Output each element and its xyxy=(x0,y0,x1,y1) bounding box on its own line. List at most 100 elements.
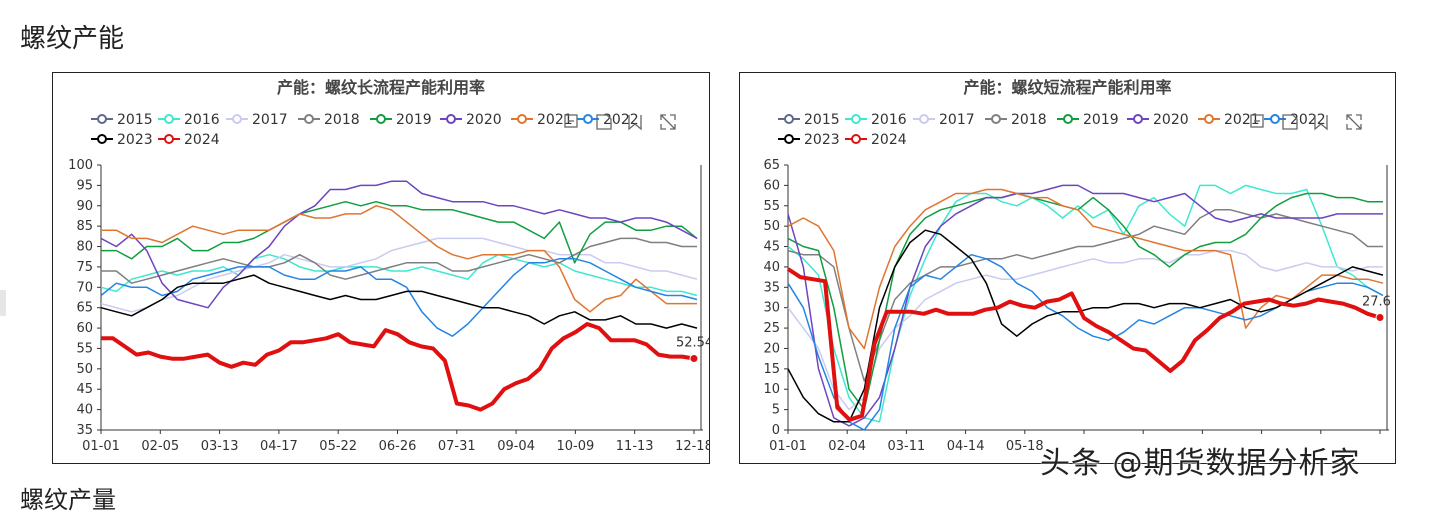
restore-icon[interactable] xyxy=(564,114,578,128)
y-tick-label: 85 xyxy=(76,219,93,234)
y-tick-label: 40 xyxy=(76,403,93,418)
end-value-label: 52.54 xyxy=(676,335,709,350)
series-line-2020[interactable] xyxy=(787,184,1383,427)
series-line-2017[interactable] xyxy=(787,249,1383,411)
svg-text:2023: 2023 xyxy=(117,132,153,148)
x-tick-label: 05-18 xyxy=(1006,439,1044,454)
series-line-2019[interactable] xyxy=(787,192,1383,411)
fullscreen-icon[interactable] xyxy=(1346,114,1362,130)
legend-item-2018[interactable]: 2018 xyxy=(985,112,1047,128)
svg-text:2020: 2020 xyxy=(1153,112,1189,128)
x-tick-label: 06-26 xyxy=(379,439,417,454)
series-line-2022[interactable] xyxy=(100,258,698,337)
x-tick-label: 01-01 xyxy=(769,439,807,454)
y-tick-label: 45 xyxy=(763,240,780,255)
y-tick-label: 65 xyxy=(76,301,93,316)
svg-text:2022: 2022 xyxy=(1290,112,1326,128)
scroll-hint[interactable] xyxy=(0,290,6,316)
y-tick-label: 15 xyxy=(763,362,780,377)
y-tick-label: 55 xyxy=(76,341,93,356)
series-line-2018[interactable] xyxy=(101,237,697,284)
next-section-title: 螺纹产量 xyxy=(20,486,116,514)
save-image-icon[interactable] xyxy=(1282,114,1298,130)
y-tick-label: 45 xyxy=(76,382,93,397)
legend-item-2019[interactable]: 2019 xyxy=(1057,112,1119,128)
legend-item-2022[interactable]: 2022 xyxy=(1264,112,1326,128)
svg-text:2017: 2017 xyxy=(939,112,975,128)
svg-text:2022: 2022 xyxy=(603,112,639,128)
y-tick-label: 50 xyxy=(763,219,780,234)
series-line-2021[interactable] xyxy=(101,205,697,313)
svg-text:2018: 2018 xyxy=(1011,112,1047,128)
svg-text:2024: 2024 xyxy=(184,132,220,148)
svg-text:2018: 2018 xyxy=(324,112,360,128)
long-process-chart-panel: 产能：螺纹长流程产能利用率 2015 2016 2017 2018 2019 2020 202… xyxy=(52,72,710,464)
legend-item-2021[interactable]: 2021 xyxy=(511,112,573,128)
chart-title: 产能：螺纹长流程产能利用率 xyxy=(277,78,485,97)
series-line-2019[interactable] xyxy=(101,200,698,264)
series-line-2016[interactable] xyxy=(100,253,698,297)
legend-item-2015[interactable]: 2015 xyxy=(778,112,840,128)
x-tick-label: 11-13 xyxy=(616,439,654,454)
x-tick-label: 03-13 xyxy=(201,439,239,454)
end-value-label: 27.6 xyxy=(1362,294,1391,309)
long-process-chart: 产能：螺纹长流程产能利用率 2015 2016 2017 2018 2019 2020 202… xyxy=(68,78,709,454)
y-tick-label: 70 xyxy=(76,280,93,295)
watermark: 头条 @期货数据分析家 xyxy=(1040,446,1361,481)
series-line-2022[interactable] xyxy=(787,253,1384,431)
y-tick-label: 30 xyxy=(763,301,780,316)
legend-item-2023[interactable]: 2023 xyxy=(778,132,840,148)
y-tick-label: 40 xyxy=(763,260,780,275)
series-end-marker xyxy=(1375,312,1385,322)
y-tick-label: 75 xyxy=(76,260,93,275)
x-tick-label: 12-18 xyxy=(675,439,709,454)
svg-text:2023: 2023 xyxy=(804,132,840,148)
legend-item-2016[interactable]: 2016 xyxy=(158,112,220,128)
y-tick-label: 65 xyxy=(763,158,780,173)
legend-item-2022[interactable]: 2022 xyxy=(577,112,639,128)
y-tick-label: 80 xyxy=(76,240,93,255)
legend-item-2024[interactable]: 2024 xyxy=(158,132,220,148)
y-tick-label: 5 xyxy=(772,403,780,418)
svg-text:2016: 2016 xyxy=(871,112,907,128)
short-process-chart-panel: 产能：螺纹短流程产能利用率 2015 2016 2017 2018 2019 2020 202… xyxy=(739,72,1396,464)
series-line-2024[interactable] xyxy=(101,322,695,412)
series-end-marker xyxy=(689,353,699,363)
x-tick-label: 07-31 xyxy=(438,439,476,454)
series-line-2021[interactable] xyxy=(787,188,1384,350)
x-tick-label: 01-01 xyxy=(82,439,120,454)
svg-text:2016: 2016 xyxy=(184,112,220,128)
series-line-2024[interactable] xyxy=(786,267,1381,422)
legend-item-2016[interactable]: 2016 xyxy=(845,112,907,128)
data-zoom-icon[interactable] xyxy=(1314,115,1328,131)
save-image-icon[interactable] xyxy=(596,114,612,130)
legend-item-2020[interactable]: 2020 xyxy=(440,112,502,128)
svg-text:2015: 2015 xyxy=(804,112,840,128)
y-tick-label: 90 xyxy=(76,199,93,214)
series-line-2016[interactable] xyxy=(787,184,1384,423)
series-line-2020[interactable] xyxy=(100,180,698,309)
legend-item-2023[interactable]: 2023 xyxy=(91,132,153,148)
series-line-2018[interactable] xyxy=(787,209,1383,382)
page-title: 螺纹产能 xyxy=(20,24,125,54)
legend-item-2020[interactable]: 2020 xyxy=(1127,112,1189,128)
legend-item-2019[interactable]: 2019 xyxy=(370,112,432,128)
legend-item-2017[interactable]: 2017 xyxy=(913,112,975,128)
x-tick-label: 03-11 xyxy=(888,439,926,454)
data-zoom-icon[interactable] xyxy=(628,115,642,131)
short-process-chart: 产能：螺纹短流程产能利用率 2015 2016 2017 2018 2019 2020 202… xyxy=(763,78,1391,454)
series-line-2023[interactable] xyxy=(787,229,1384,423)
svg-text:2020: 2020 xyxy=(466,112,502,128)
restore-icon[interactable] xyxy=(1250,114,1264,128)
y-tick-label: 25 xyxy=(763,321,780,336)
fullscreen-icon[interactable] xyxy=(660,114,676,130)
legend-item-2017[interactable]: 2017 xyxy=(226,112,288,128)
legend-item-2018[interactable]: 2018 xyxy=(298,112,360,128)
legend-item-2015[interactable]: 2015 xyxy=(91,112,153,128)
x-tick-label: 04-17 xyxy=(260,439,298,454)
y-tick-label: 35 xyxy=(76,423,93,438)
y-tick-label: 55 xyxy=(763,199,780,214)
series-line-2023[interactable] xyxy=(100,274,698,329)
chart-title: 产能：螺纹短流程产能利用率 xyxy=(963,78,1171,97)
legend-item-2024[interactable]: 2024 xyxy=(845,132,907,148)
